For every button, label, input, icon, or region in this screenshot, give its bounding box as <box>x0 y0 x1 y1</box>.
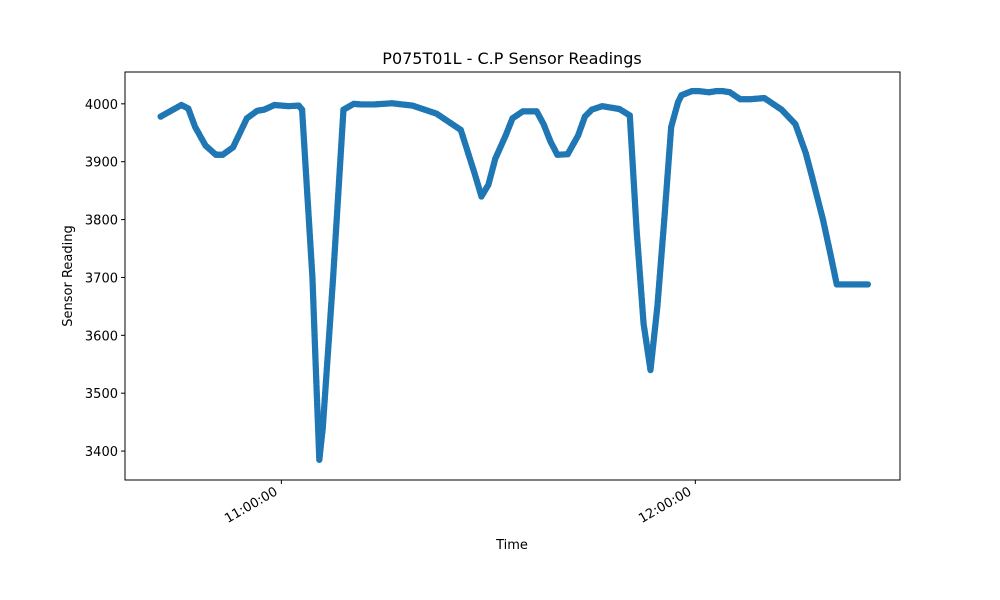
plot-frame <box>124 71 901 481</box>
data-point <box>864 281 871 288</box>
y-axis: 3400 3500 3600 3700 3800 3900 4000 <box>85 98 125 460</box>
y-tick-label: 3400 <box>85 445 118 460</box>
chart-title: P075T01L - C.P Sensor Readings <box>382 49 641 68</box>
y-tick-label: 4000 <box>85 98 118 113</box>
y-tick-label: 3800 <box>85 214 118 229</box>
y-tick-label: 3500 <box>85 387 118 402</box>
y-axis-title: Sensor Reading <box>61 225 76 326</box>
x-axis-title: Time <box>495 538 528 553</box>
y-tick-label: 3700 <box>85 271 118 286</box>
data-points <box>157 87 871 463</box>
y-tick-label: 3600 <box>85 329 118 344</box>
y-tick-label: 3900 <box>85 156 118 171</box>
